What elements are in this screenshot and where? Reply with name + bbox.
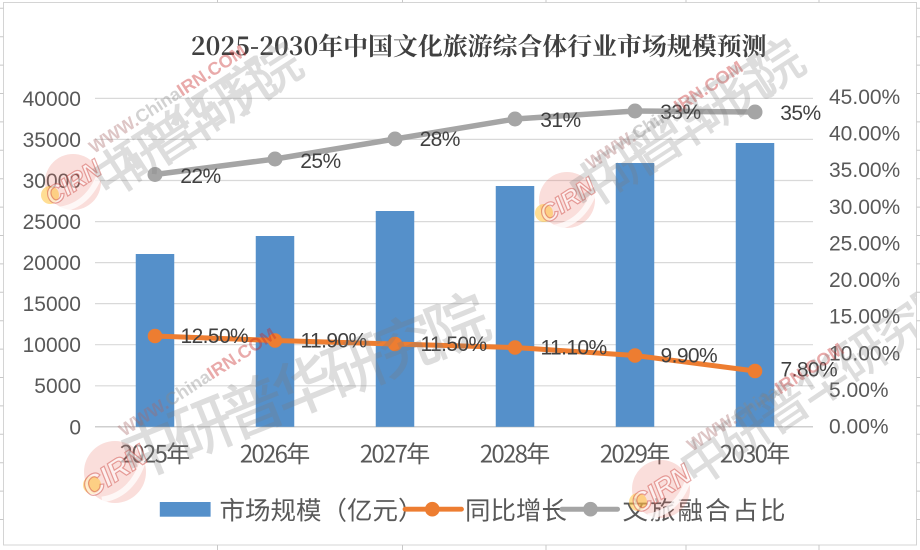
svg-text:33%: 33% (660, 101, 700, 124)
svg-text:11.90%: 11.90% (301, 330, 367, 353)
svg-text:31%: 31% (540, 109, 580, 132)
svg-text:10000: 10000 (23, 334, 81, 357)
svg-text:0: 0 (69, 416, 81, 439)
svg-text:15.00%: 15.00% (829, 306, 900, 329)
svg-text:25%: 25% (300, 150, 340, 173)
svg-text:0.00%: 0.00% (829, 416, 889, 439)
svg-text:9.90%: 9.90% (661, 345, 718, 368)
svg-text:10.00%: 10.00% (829, 342, 900, 365)
svg-text:28%: 28% (420, 128, 460, 151)
svg-text:20.00%: 20.00% (829, 269, 900, 292)
svg-text:35.00%: 35.00% (829, 159, 900, 182)
svg-text:11.10%: 11.10% (541, 337, 607, 360)
svg-text:25000: 25000 (23, 211, 81, 234)
svg-text:40.00%: 40.00% (829, 123, 900, 146)
svg-text:22%: 22% (180, 165, 220, 188)
svg-text:5000: 5000 (34, 375, 81, 398)
svg-text:5.00%: 5.00% (829, 379, 889, 402)
svg-text:11.50%: 11.50% (421, 333, 487, 356)
svg-text:12.50%: 12.50% (181, 325, 249, 348)
svg-text:15000: 15000 (23, 293, 81, 316)
svg-text:35000: 35000 (23, 129, 81, 152)
svg-text:40000: 40000 (23, 88, 81, 111)
svg-text:30000: 30000 (23, 170, 81, 193)
svg-text:20000: 20000 (23, 252, 81, 275)
svg-text:30.00%: 30.00% (829, 196, 900, 219)
svg-text:35%: 35% (780, 102, 820, 125)
svg-text:25.00%: 25.00% (829, 233, 900, 256)
svg-text:7.80%: 7.80% (781, 359, 838, 382)
svg-text:45.00%: 45.00% (829, 86, 900, 109)
